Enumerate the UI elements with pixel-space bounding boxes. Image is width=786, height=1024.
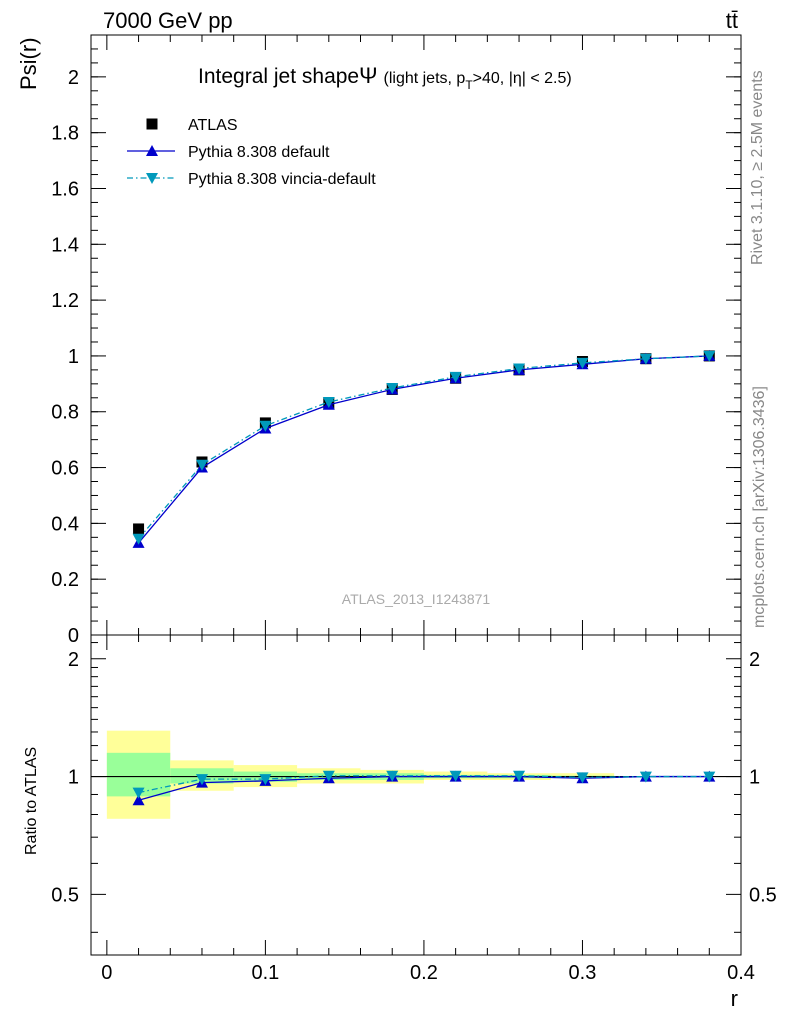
legend-label: ATLAS [188,117,238,134]
ratio-data-point [513,770,526,782]
ratio-y-tick-label: 0.5 [51,884,79,906]
y-tick-label: 1.4 [51,234,79,256]
y-tick-label: 1.6 [51,178,79,200]
data-point [322,396,335,408]
data-point [133,523,145,535]
plot-title-note: (light jets, p [384,70,466,87]
ratio-y-tick-label-right: 2 [749,649,760,671]
ratio-data-point [703,771,716,783]
ratio-y-tick-label: 1 [68,767,79,789]
legend-label: Pythia 8.308 vincia-default [188,171,376,188]
legend: ATLAS Pythia 8.308 default Pythia 8.308 vi… [127,117,376,188]
data-point [639,353,652,365]
y-tick-label: 0.4 [51,513,79,535]
x-tick-label: 0.2 [410,962,438,984]
y-tick-label: 0.8 [51,402,79,424]
series-line [138,355,710,540]
mcplots-reference-label: mcplots.cern.ch [arXiv:1306.3436] [751,386,768,628]
ratio-data-point [386,770,399,782]
data-point [259,420,272,432]
x-tick-label: 0.4 [727,962,755,984]
y-tick-label: 2 [68,67,79,89]
ratio-y-tick-label-right: 0.5 [749,884,777,906]
x-tick-label: 0.1 [251,962,279,984]
y-tick-label: 1.8 [51,123,79,145]
data-point [703,350,716,362]
legend-label: Pythia 8.308 default [188,144,330,161]
data-point [195,459,208,471]
x-axis-label: r [731,986,738,1011]
ratio-y-axis-label: Ratio to ATLAS [23,747,40,855]
data-point [576,357,589,369]
data-point [513,363,526,375]
y-tick-label: 1.2 [51,290,79,312]
main-plot-panel: 0 0.2 0.4 0.6 0.8 1 1.2 1.4 1.6 1.8 2 Psi(r) Integ… [16,34,742,647]
ratio-data-point [576,772,589,784]
plot-title-note-subscript: T [465,78,473,92]
y-tick-label: 0 [68,625,79,647]
ratio-data-point [195,774,208,786]
x-tick-label: 0 [101,962,112,984]
ratio-plot-frame [90,634,742,956]
process-label: tt̄ [726,8,738,33]
ratio-data-point [449,770,462,782]
ratio-data-point [132,794,145,806]
plot-title-note-rest: >40, |η| < 2.5) [473,70,572,87]
y-tick-label: 0.2 [51,569,79,591]
data-point [386,383,399,395]
y-tick-label: 1 [68,346,79,368]
ratio-series-line [138,775,710,794]
legend-marker [146,173,158,184]
ratio-y-tick-label: 2 [68,649,79,671]
ratio-data-point [132,787,145,799]
plot-title: Integral jet shapeΨ (light jets, pT>40, |… [198,63,572,92]
y-axis-label: Psi(r) [16,37,41,90]
plot-title-text: Integral jet shape [198,65,359,88]
x-tick-label: 0.3 [569,962,597,984]
series-line [138,355,710,544]
ratio-data-point [322,770,335,782]
energy-label: 7000 GeV pp [103,8,233,33]
ratio-y-tick-label-right: 1 [749,767,760,789]
analysis-watermark: ATLAS_2013_I1243871 [342,591,491,607]
ratio-plot-panel: 0.5 0.5 1 1 2 2 0 0.1 0.2 0.3 0.4 Ratio to ATLAS r [23,634,777,1011]
legend-marker [146,145,158,156]
data-point [449,371,462,383]
legend-marker [146,118,158,130]
ratio-data-point [259,774,272,786]
plot-title-symbol: Ψ [359,63,377,88]
y-tick-label: 0.6 [51,458,79,480]
data-point [132,533,145,545]
rivet-version-label: Rivet 3.1.10, ≥ 2.5M events [749,70,766,265]
ratio-data-point [639,771,652,783]
